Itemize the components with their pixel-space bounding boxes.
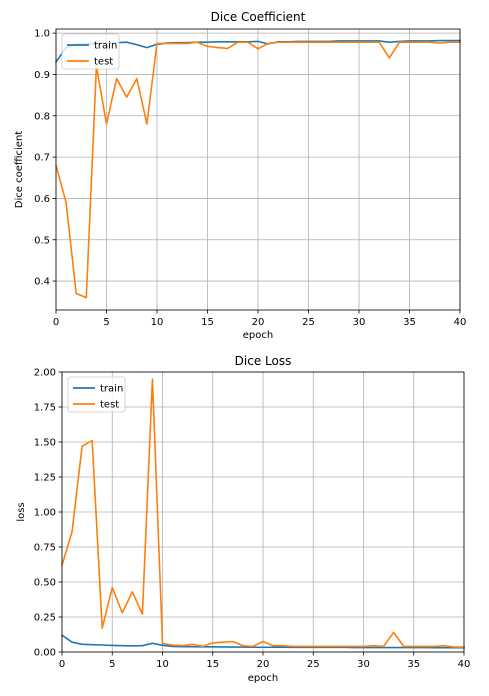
legend: train test <box>62 34 119 69</box>
y-tick-label: 1.0 <box>34 29 50 40</box>
x-tick-label: 30 <box>357 659 370 670</box>
dice-coefficient-chart: 0 5 10 15 20 25 30 35 40 0.4 0.5 0.6 0.7 0.8 0.9 1.0 Dic… <box>14 10 466 341</box>
x-tick-label: 15 <box>206 659 219 670</box>
y-tick-label: 1.00 <box>34 508 56 519</box>
y-tick-label: 0.50 <box>34 578 56 589</box>
y-tick-label: 0.4 <box>34 277 50 288</box>
y-axis-label: Dice coefficient <box>14 131 25 209</box>
y-tick-label: 0.75 <box>34 543 56 554</box>
x-axis-label: epoch <box>243 330 273 341</box>
y-tick-label: 0.8 <box>34 111 50 122</box>
x-tick-label: 35 <box>407 659 420 670</box>
chart-title: Dice Coefficient <box>211 10 306 24</box>
y-tick-label: 0.5 <box>34 235 50 246</box>
x-tick-label: 35 <box>403 317 416 328</box>
y-tick-label: 1.25 <box>34 473 56 484</box>
y-tick-label: 0.00 <box>34 648 56 659</box>
x-tick-label: 10 <box>151 317 164 328</box>
legend-label-test: test <box>94 57 113 68</box>
x-tick-label: 10 <box>156 659 169 670</box>
x-tick-label: 25 <box>307 659 320 670</box>
x-tick-label: 30 <box>353 317 366 328</box>
legend-label-test: test <box>100 400 119 411</box>
x-tick-label: 0 <box>53 317 59 328</box>
x-axis-label: epoch <box>248 673 278 684</box>
x-tick-label: 15 <box>201 317 214 328</box>
legend-label-train: train <box>100 384 123 395</box>
y-tick-label: 0.9 <box>34 70 50 81</box>
x-tick-label: 20 <box>252 317 265 328</box>
y-tick-label: 0.25 <box>34 613 56 624</box>
y-tick-label: 2.00 <box>34 368 56 379</box>
x-tick-label: 25 <box>302 317 315 328</box>
chart-title: Dice Loss <box>235 354 292 368</box>
legend-label-train: train <box>94 41 117 52</box>
y-tick-label: 1.50 <box>34 438 56 449</box>
x-tick-label: 40 <box>454 317 467 328</box>
legend: train test <box>68 377 125 412</box>
x-tick-label: 5 <box>109 659 115 670</box>
x-tick-label: 40 <box>458 659 471 670</box>
dice-loss-chart: 0 5 10 15 20 25 30 35 40 0.00 0.25 0.50 0.75 1.00 1.25… <box>16 354 470 684</box>
y-tick-label: 0.7 <box>34 153 50 164</box>
y-tick-label: 1.75 <box>34 403 56 414</box>
x-tick-label: 20 <box>257 659 270 670</box>
y-tick-label: 0.6 <box>34 194 50 205</box>
x-tick-label: 5 <box>103 317 109 328</box>
x-tick-label: 0 <box>59 659 65 670</box>
y-axis-label: loss <box>16 502 27 521</box>
